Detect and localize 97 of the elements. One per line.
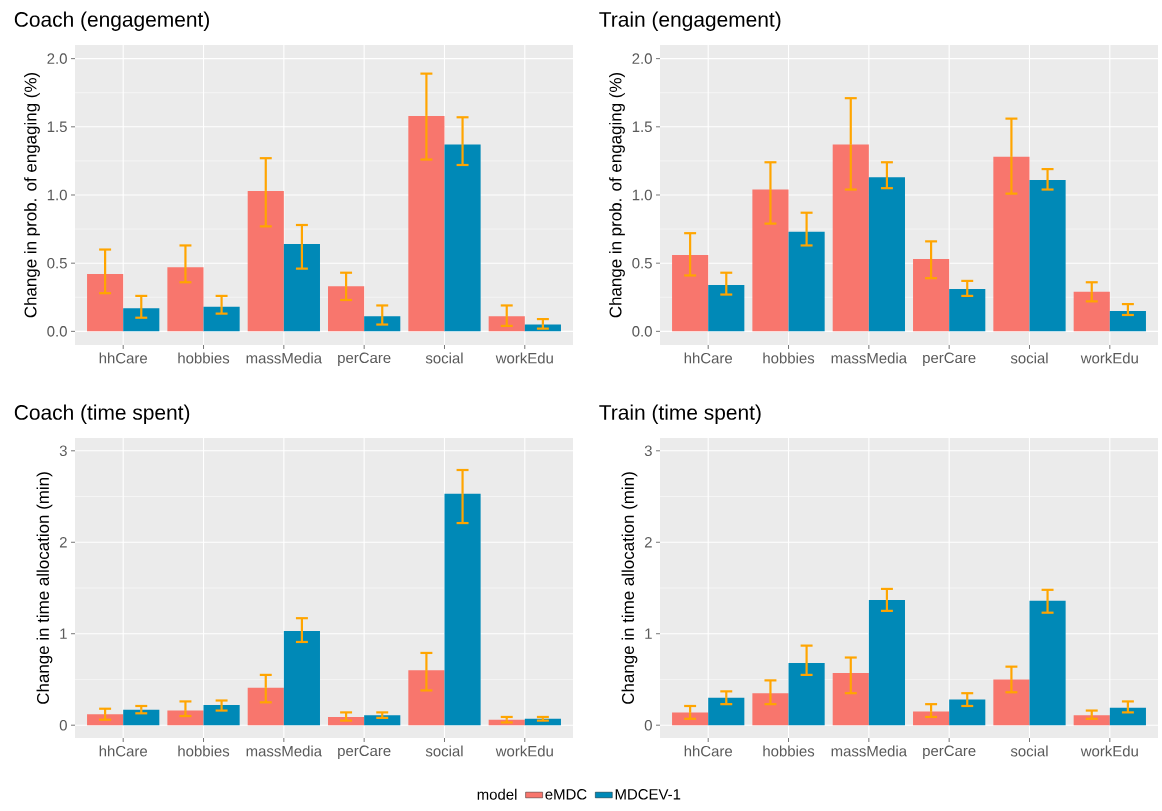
chart-title: Coach (time spent) bbox=[14, 404, 190, 424]
x-tick-label: hobbies bbox=[178, 745, 230, 757]
bar bbox=[752, 189, 789, 332]
x-tick-label: workEdu bbox=[1080, 745, 1138, 757]
bar bbox=[364, 715, 401, 726]
y-tick-label: 1 bbox=[60, 628, 67, 639]
bar bbox=[708, 697, 745, 726]
x-tick-label: hhCare bbox=[684, 745, 733, 757]
chart-title: Train (time spent) bbox=[599, 404, 761, 424]
legend-title: model bbox=[477, 788, 517, 800]
legend-label: MDCEV-1 bbox=[615, 789, 681, 800]
bar bbox=[993, 679, 1030, 726]
y-tick-label: 0.0 bbox=[47, 326, 67, 337]
bar bbox=[1029, 600, 1066, 726]
x-tick-label: hhCare bbox=[99, 745, 148, 757]
y-tick-label: 3 bbox=[644, 445, 652, 457]
bar bbox=[328, 286, 365, 332]
y-tick-label: 0.5 bbox=[632, 257, 652, 269]
chart-title: Train (engagement) bbox=[599, 11, 781, 31]
y-tick-label: 1.5 bbox=[632, 121, 652, 133]
x-tick-label: workEdu bbox=[1080, 352, 1138, 364]
x-tick-label: perCare bbox=[923, 352, 976, 367]
x-tick-label: massMedia bbox=[246, 352, 323, 364]
bar bbox=[868, 177, 905, 332]
bar bbox=[408, 670, 445, 726]
bar bbox=[913, 711, 950, 726]
legend-label: eMDC bbox=[545, 789, 587, 800]
x-tick-label: perCare bbox=[338, 352, 391, 367]
y-tick-label: 0 bbox=[644, 719, 652, 731]
bar bbox=[123, 709, 160, 726]
bar bbox=[247, 687, 284, 726]
bar bbox=[444, 493, 481, 726]
bar bbox=[832, 673, 869, 726]
x-tick-label: workEdu bbox=[495, 352, 553, 364]
x-tick-label: massMedia bbox=[246, 745, 323, 757]
bar bbox=[949, 289, 986, 332]
y-tick-label: 2.0 bbox=[632, 53, 652, 64]
bar bbox=[868, 599, 905, 726]
x-tick-label: hhCare bbox=[684, 352, 733, 364]
bar bbox=[913, 259, 950, 332]
bar bbox=[167, 710, 204, 726]
y-axis-title: Change in prob. of engaging (%) bbox=[24, 72, 40, 318]
bar bbox=[364, 316, 401, 332]
x-tick-label: perCare bbox=[338, 745, 391, 760]
x-tick-label: hobbies bbox=[178, 352, 230, 364]
bar bbox=[247, 190, 284, 332]
bar bbox=[87, 274, 124, 332]
y-tick-label: 1.5 bbox=[47, 121, 67, 133]
bar bbox=[203, 705, 240, 726]
y-tick-label: 0.0 bbox=[632, 326, 652, 337]
bar bbox=[1109, 707, 1146, 726]
bar bbox=[203, 306, 240, 332]
bar bbox=[788, 663, 825, 726]
x-tick-label: social bbox=[425, 745, 463, 757]
chart-title: Coach (engagement) bbox=[14, 11, 209, 31]
x-tick-label: perCare bbox=[923, 745, 976, 760]
x-tick-label: social bbox=[1010, 745, 1048, 757]
bar bbox=[752, 693, 789, 726]
bar bbox=[672, 255, 709, 332]
y-tick-label: 0.5 bbox=[47, 257, 67, 269]
bar bbox=[408, 115, 445, 332]
x-tick-label: social bbox=[425, 352, 463, 364]
bar bbox=[672, 712, 709, 726]
bar bbox=[283, 630, 320, 726]
x-tick-label: social bbox=[1010, 352, 1048, 364]
y-tick-label: 0 bbox=[59, 719, 67, 731]
y-tick-label: 1.0 bbox=[47, 189, 67, 201]
bar bbox=[949, 699, 986, 726]
bar bbox=[167, 267, 204, 332]
bar bbox=[1029, 179, 1066, 332]
bar bbox=[832, 144, 869, 332]
y-tick-label: 2 bbox=[644, 537, 652, 548]
bar bbox=[283, 244, 320, 332]
bar bbox=[123, 308, 160, 332]
x-tick-label: workEdu bbox=[495, 745, 553, 757]
y-axis-title: Change in prob. of engaging (%) bbox=[609, 72, 625, 318]
bar bbox=[1073, 715, 1110, 726]
bar bbox=[993, 156, 1030, 332]
x-tick-label: hobbies bbox=[763, 352, 815, 364]
y-tick-label: 3 bbox=[59, 445, 67, 457]
bar bbox=[708, 285, 745, 332]
bar bbox=[1109, 310, 1146, 332]
y-axis-title: Change in time allocation (min) bbox=[36, 472, 53, 704]
x-tick-label: hhCare bbox=[99, 352, 148, 364]
x-tick-label: massMedia bbox=[831, 352, 908, 364]
y-tick-label: 2.0 bbox=[47, 53, 67, 64]
bar bbox=[87, 714, 124, 726]
x-tick-label: hobbies bbox=[763, 745, 815, 757]
bar bbox=[1073, 291, 1110, 332]
y-tick-label: 1 bbox=[645, 628, 652, 639]
bar bbox=[444, 144, 481, 332]
y-axis-title: Change in time allocation (min) bbox=[621, 472, 638, 704]
bar bbox=[788, 231, 825, 332]
bar bbox=[488, 316, 525, 332]
y-tick-label: 2 bbox=[59, 537, 67, 548]
x-tick-label: massMedia bbox=[831, 745, 908, 757]
y-tick-label: 1.0 bbox=[632, 189, 652, 201]
